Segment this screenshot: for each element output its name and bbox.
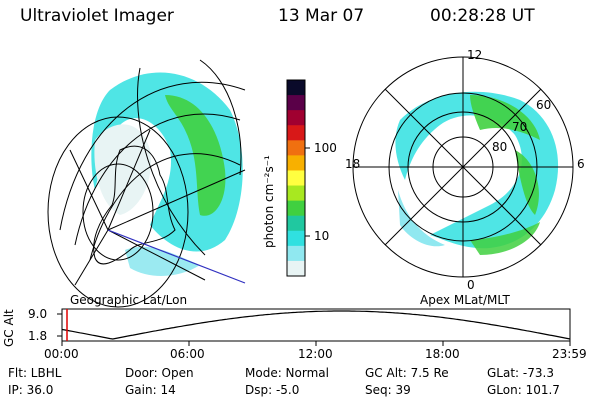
status-mode: Mode: Normal	[245, 366, 329, 380]
mlat-label-80: 80	[492, 140, 508, 154]
colorbar-segment	[287, 245, 305, 262]
time-tick-1200: 12:00	[298, 347, 333, 361]
mlat-label-60: 60	[536, 98, 552, 112]
orbit-track	[107, 229, 246, 284]
header-time: 00:28:28 UT	[430, 6, 535, 26]
mlt-label-12: 12	[467, 48, 483, 62]
colorbar-segment	[287, 200, 305, 217]
colorbar-segment	[287, 140, 305, 156]
aurora-image-apex	[395, 91, 559, 255]
status-glon: GLon: 101.7	[487, 383, 560, 397]
time-tick-2359: 23:59	[552, 347, 587, 361]
status-dsp: Dsp: -5.0	[245, 383, 300, 397]
geo-panel-label: Geographic Lat/Lon	[70, 293, 188, 307]
colorbar-tick-label-100: 100	[314, 141, 337, 155]
colorbar-segment	[287, 110, 305, 126]
colorbar-segment	[287, 80, 305, 96]
mlt-label-0: 0	[467, 278, 475, 292]
mlt-label-18: 18	[345, 157, 361, 171]
status-glat: GLat: -73.3	[487, 366, 554, 380]
gc-alt-tick-1-8: 1.8	[28, 329, 48, 343]
header-date: 13 Mar 07	[278, 6, 365, 26]
colorbar-segment	[287, 125, 305, 141]
aurora-image-geographic	[91, 72, 243, 276]
geographic-grid	[47, 59, 246, 308]
apex-grid	[352, 56, 574, 278]
colorbar-tick-label-10: 10	[314, 229, 330, 243]
colorbar-segment	[287, 170, 305, 187]
status-door: Door: Open	[125, 366, 194, 380]
instrument-title: Ultraviolet Imager	[20, 6, 174, 26]
time-tick-0600: 06:00	[170, 347, 205, 361]
gc-alt-axis-label: GC Alt	[2, 309, 16, 347]
colorbar-segment	[287, 215, 305, 232]
status-seq: Seq: 39	[365, 383, 411, 397]
time-tick-0000: 00:00	[44, 347, 79, 361]
apex-panel-label: Apex MLat/MLT	[420, 293, 510, 307]
gc-alt-curve	[61, 310, 571, 340]
status-ip: IP: 36.0	[8, 383, 54, 397]
colorbar-segment	[287, 95, 305, 111]
status-gc-alt: GC Alt: 7.5 Re	[365, 366, 449, 380]
gc-alt-tick-9: 9.0	[28, 307, 48, 321]
status-gain: Gain: 14	[125, 383, 176, 397]
colorbar-segment	[287, 230, 305, 247]
colorbar-segment	[287, 185, 305, 202]
status-flt: Flt: LBHL	[8, 366, 62, 380]
mlat-label-70: 70	[512, 120, 528, 134]
colorbar-segment	[287, 260, 305, 277]
mlt-label-6: 6	[577, 157, 585, 171]
colorbar-segment	[287, 155, 305, 171]
colorbar-unit-label: photon cm⁻²s⁻¹	[262, 155, 276, 248]
time-tick-1800: 18:00	[425, 347, 460, 361]
antarctica-coastline	[93, 145, 176, 265]
